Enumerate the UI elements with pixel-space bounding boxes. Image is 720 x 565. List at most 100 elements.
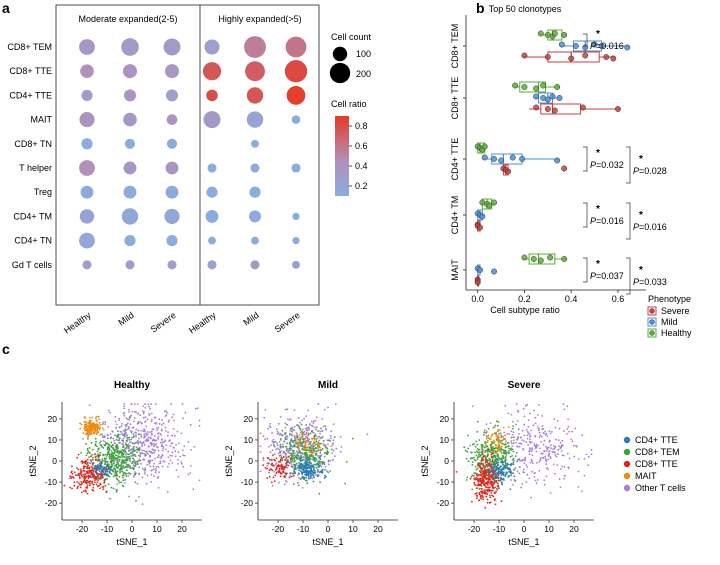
tsne-point: [118, 437, 121, 440]
tsne-point: [173, 419, 176, 422]
tsne-point: [164, 439, 167, 442]
tsne-point: [534, 416, 537, 419]
tsne-point: [122, 429, 125, 432]
tsne-point: [147, 439, 150, 442]
tsne-point: [302, 471, 304, 474]
tsne-point: [524, 457, 527, 460]
tsne-point: [473, 481, 476, 484]
tsne-point: [110, 486, 113, 489]
tsne-point: [511, 462, 513, 465]
tsne-point: [285, 480, 288, 483]
tsne-point: [151, 448, 154, 451]
tsne-point: [480, 449, 483, 451]
significance-bracket: [583, 202, 588, 228]
tsne-point: [351, 437, 354, 440]
tsne-point: [118, 417, 121, 420]
tsne-point: [327, 463, 330, 466]
tsne-point: [132, 476, 135, 478]
tsne-point: [279, 475, 282, 478]
tsne-point: [119, 430, 122, 433]
tsne-point: [139, 455, 142, 458]
tsne-point: [559, 447, 562, 450]
tsne-point: [512, 463, 515, 466]
tsne-point: [514, 455, 517, 458]
tsne-point: [142, 416, 145, 419]
tsne-point: [95, 483, 98, 486]
tsne-point: [126, 469, 128, 472]
tsne-point: [297, 416, 300, 419]
tsne-point: [321, 418, 324, 420]
tsne-point: [102, 439, 105, 442]
dot: [251, 139, 259, 148]
tsne-point: [313, 472, 315, 475]
tsne-point: [570, 438, 573, 441]
tsne-point: [495, 477, 498, 479]
tsne-point: [538, 404, 540, 406]
phenotype-legend-title: Phenotype: [648, 294, 691, 304]
tsne-point: [71, 465, 73, 468]
tsne-point: [319, 464, 321, 467]
box-mild: [533, 92, 563, 104]
tsne-point: [511, 427, 514, 430]
legend-key: [647, 317, 657, 327]
tsne-point: [284, 408, 287, 411]
tsne-point: [498, 472, 501, 475]
box-healthy: [479, 198, 498, 210]
column-label: Mild: [116, 310, 135, 328]
tsne-x-tick-label: 0: [326, 524, 331, 534]
tsne-point: [550, 444, 552, 446]
tsne-point: [117, 463, 119, 466]
tsne-point: [135, 448, 138, 451]
tsne-point: [92, 432, 95, 435]
tsne-point: [334, 455, 336, 458]
tsne-point: [165, 410, 168, 413]
tsne-point: [83, 477, 86, 480]
tsne-point: [482, 478, 485, 481]
tsne-point: [94, 464, 97, 467]
tsne-point: [316, 468, 319, 471]
tsne-point: [513, 475, 516, 477]
dot: [208, 236, 216, 245]
tsne-point: [138, 458, 141, 460]
tsne-point: [293, 445, 296, 448]
tsne-point: [492, 495, 495, 498]
tsne-x-tick-label: 20: [569, 524, 579, 534]
tsne-point: [485, 468, 488, 471]
tsne-point: [480, 490, 482, 493]
tsne-point: [291, 430, 293, 433]
tsne-point: [132, 464, 135, 467]
tsne-point: [508, 433, 511, 435]
tsne-y-tick-label: 20: [440, 414, 450, 424]
tsne-point: [553, 447, 556, 450]
tsne-point: [504, 442, 507, 445]
tsne-point: [100, 471, 102, 474]
tsne-point: [284, 452, 287, 454]
tsne-point: [97, 459, 100, 462]
tsne-point: [117, 479, 120, 482]
tsne-point: [279, 460, 282, 463]
tsne-point: [500, 481, 503, 484]
tsne-point: [479, 454, 481, 456]
tsne-point: [294, 455, 297, 458]
tsne-point: [105, 491, 108, 494]
tsne-point: [492, 455, 495, 457]
tsne-point: [153, 462, 156, 465]
tsne-point: [306, 472, 309, 475]
tsne-point: [109, 456, 112, 458]
tsne-point: [147, 403, 150, 405]
tsne-point: [90, 441, 93, 444]
tsne-point: [315, 447, 317, 450]
tsne-point: [304, 462, 307, 465]
tsne-point: [315, 440, 318, 443]
tsne-point: [339, 450, 342, 453]
tsne-point: [485, 486, 487, 488]
tsne-point: [502, 456, 505, 458]
tsne-point: [96, 450, 99, 453]
tsne-point: [310, 440, 312, 443]
tsne-point: [79, 427, 81, 430]
tsne-point: [144, 454, 147, 457]
tsne-point: [525, 428, 528, 431]
tsne-point: [499, 429, 501, 431]
tsne-point: [512, 439, 515, 442]
tsne-point: [271, 432, 273, 434]
